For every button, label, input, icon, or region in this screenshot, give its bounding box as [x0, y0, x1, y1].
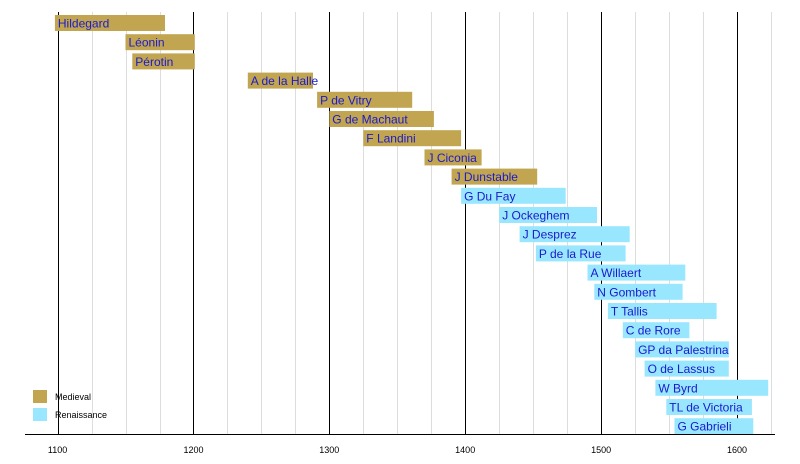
composer-label: G de Machaut [332, 113, 408, 127]
composer-bar [451, 168, 538, 185]
composer-label: TL de Victoria [669, 401, 743, 415]
legend-swatch [33, 408, 47, 421]
legend-label: Renaissance [55, 410, 107, 420]
x-tick-label: 1300 [319, 445, 339, 455]
composer-label: T Tallis [611, 305, 648, 319]
composer-bar [54, 15, 165, 31]
composer-label: G Gabrieli [678, 420, 732, 434]
composer-label: P de la Rue [539, 247, 602, 261]
composer-bar [655, 379, 769, 396]
x-tick-label: 1400 [455, 445, 475, 455]
composer-bar [535, 245, 626, 262]
composer-bar [644, 360, 729, 377]
composer-label: J Ciconia [428, 151, 478, 165]
composer-label: J Ockeghem [502, 209, 569, 223]
composer-label: Léonin [129, 36, 165, 50]
major-grid [58, 12, 738, 434]
composer-label: N Gombert [597, 285, 656, 299]
legend: Medieval Renaissance [33, 390, 107, 421]
composer-label: Hildegard [58, 17, 109, 31]
composer-bar [461, 187, 566, 204]
composer-bar [317, 91, 413, 108]
composer-bar [587, 264, 686, 281]
composer-bar [519, 226, 630, 243]
composer-bar [594, 283, 683, 300]
composer-bar [329, 111, 434, 127]
composer-bar [607, 303, 717, 319]
legend-label: Medieval [55, 392, 91, 402]
x-tick-label: 1100 [48, 445, 67, 455]
composer-label: GP da Palestrina [638, 343, 729, 357]
composer-label: J Dunstable [455, 170, 519, 184]
composer-label: P de Vitry [320, 93, 372, 107]
composer-bar [635, 341, 729, 358]
composer-label: F Landini [366, 132, 415, 146]
x-tick-label: 1500 [591, 445, 611, 455]
composer-label: Pérotin [135, 55, 173, 69]
x-tick-label: 1600 [727, 445, 747, 455]
composer-label: A Willaert [591, 266, 642, 280]
composer-bar [247, 72, 313, 89]
x-tick-label: 1200 [183, 445, 203, 455]
composer-bar [424, 149, 482, 166]
composer-bar [674, 418, 754, 435]
composer-label: A de la Halle [251, 74, 319, 88]
composer-bar [125, 34, 195, 51]
composer-bar [666, 399, 752, 415]
composer-label: O de Lassus [648, 362, 715, 376]
composer-bar [132, 53, 195, 70]
composer-bar [622, 322, 690, 339]
composer-label: J Desprez [523, 228, 577, 242]
composer-label: W Byrd [658, 381, 697, 395]
composer-label: G Du Fay [464, 189, 515, 203]
x-axis: 1100 1200 1300 1400 1500 1600 [25, 434, 775, 455]
composer-bar [363, 130, 462, 147]
composer-bar [499, 207, 597, 223]
composer-label: C de Rore [626, 324, 681, 338]
legend-swatch [33, 390, 47, 403]
